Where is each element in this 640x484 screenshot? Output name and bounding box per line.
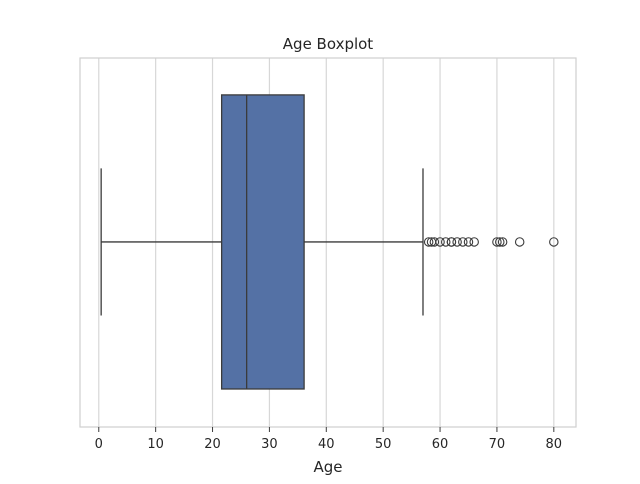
x-tick-label-10: 10 — [147, 437, 164, 452]
outlier-point-14 — [514, 237, 525, 247]
outlier-point-15 — [549, 237, 559, 247]
x-tick-label-40: 40 — [318, 437, 335, 452]
outlier-point-12 — [495, 237, 505, 247]
outlier-points — [423, 237, 559, 247]
outlier-point-11 — [492, 237, 502, 247]
outlier-point-8 — [458, 237, 468, 247]
x-tick-label-0: 0 — [95, 437, 103, 452]
x-tick-label-80: 80 — [546, 437, 563, 452]
outlier-point-9 — [463, 237, 474, 247]
box-group — [100, 94, 424, 390]
x-tick-label-20: 20 — [204, 437, 221, 452]
plot-frame — [79, 57, 577, 428]
x-axis-ticks: 0 10 20 30 40 50 60 70 80 — [95, 427, 562, 452]
x-tick-label-60: 60 — [432, 437, 449, 452]
outlier-point-3 — [435, 237, 445, 247]
outlier-point-0 — [423, 237, 434, 247]
x-tick-label-70: 70 — [489, 437, 506, 452]
outlier-point-7 — [452, 237, 462, 247]
outlier-point-13 — [497, 237, 508, 247]
x-tick-label-50: 50 — [375, 437, 392, 452]
outlier-point-6 — [446, 237, 457, 247]
chart-title: Age Boxplot — [283, 35, 374, 53]
outlier-point-10 — [469, 237, 479, 247]
x-axis-label: Age — [313, 458, 342, 476]
outlier-point-4 — [440, 237, 451, 247]
outlier-point-2 — [429, 237, 440, 247]
interquartile-box — [220, 94, 305, 390]
x-tick-label-30: 30 — [261, 437, 278, 452]
